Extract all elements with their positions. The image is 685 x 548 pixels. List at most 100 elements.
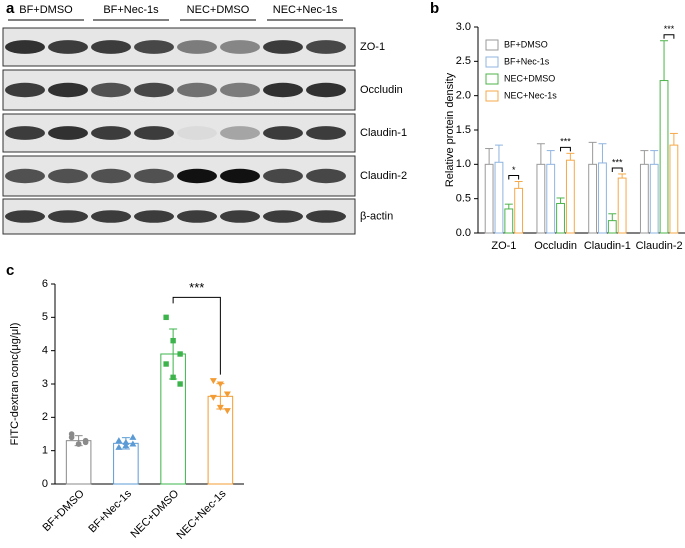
y-tick-label: 1 xyxy=(42,445,48,457)
legend-swatch xyxy=(485,90,499,102)
bar xyxy=(556,202,565,234)
point xyxy=(68,431,75,437)
x-tick-label: Occludin xyxy=(534,240,577,252)
blot-band xyxy=(134,82,174,98)
blot-band xyxy=(48,168,88,184)
legend-swatch xyxy=(485,39,499,51)
bar xyxy=(514,187,524,234)
x-tick-label: BF+DMSO xyxy=(40,487,87,534)
x-tick-label: BF+Nec-1s xyxy=(86,487,134,535)
legend-swatch xyxy=(485,73,499,85)
group-label: BF+DMSO xyxy=(19,4,73,16)
blot-band xyxy=(263,40,303,54)
point xyxy=(216,381,224,388)
y-axis-label: FITC-dextran conc(μg/μl) xyxy=(9,323,21,446)
legend-label: NEC+Nec-1s xyxy=(504,90,557,100)
blot-band xyxy=(220,126,260,140)
group-label: BF+Nec-1s xyxy=(103,4,159,16)
y-tick-label: 5 xyxy=(42,311,48,323)
blot-band xyxy=(5,168,45,184)
point xyxy=(115,437,123,444)
bar xyxy=(484,163,494,234)
point xyxy=(170,337,176,344)
blot-band xyxy=(48,126,88,140)
blot-band xyxy=(5,210,45,223)
y-tick-label: 3.0 xyxy=(456,21,471,33)
panel-label: a xyxy=(6,0,15,17)
y-tick-label: 2.0 xyxy=(456,90,471,102)
point xyxy=(177,381,183,387)
bar xyxy=(669,144,679,234)
blot-band xyxy=(134,210,174,223)
bar xyxy=(607,220,617,234)
blot-band xyxy=(306,40,346,54)
point xyxy=(122,442,130,449)
blot-band xyxy=(263,126,303,140)
row-label: Claudin-2 xyxy=(360,170,407,182)
blot-band xyxy=(5,82,45,98)
bar xyxy=(649,163,659,234)
point xyxy=(82,439,89,446)
bar xyxy=(504,208,514,234)
blot-band xyxy=(91,126,131,140)
point xyxy=(216,404,224,411)
significance-label: * xyxy=(512,165,516,175)
blot-band xyxy=(134,126,174,140)
blot-band xyxy=(263,82,303,98)
blot-band xyxy=(177,40,217,54)
point xyxy=(209,378,217,385)
point xyxy=(223,391,231,398)
blot-band xyxy=(48,210,88,223)
blot-band xyxy=(220,210,260,223)
blot-band xyxy=(91,210,131,223)
x-tick-label: Claudin-2 xyxy=(636,240,683,252)
blot-band xyxy=(306,210,346,223)
blot-band xyxy=(306,168,346,184)
bar xyxy=(588,163,598,234)
blot-band xyxy=(5,126,45,140)
y-tick-label: 6 xyxy=(42,278,48,290)
significance-label: *** xyxy=(560,137,571,147)
legend-label: NEC+DMSO xyxy=(504,73,555,83)
y-tick-label: 2 xyxy=(42,411,48,423)
point xyxy=(170,374,176,381)
panel-label: c xyxy=(6,262,14,279)
significance-label: *** xyxy=(664,24,675,34)
bar xyxy=(565,159,575,234)
y-tick-label: 0.0 xyxy=(456,227,471,239)
point xyxy=(129,440,137,447)
blot-band xyxy=(91,168,131,184)
blot-band xyxy=(177,82,217,98)
significance-label: *** xyxy=(189,280,204,295)
x-tick-label: NEC+Nec-1s xyxy=(174,487,228,541)
y-tick-label: 2.5 xyxy=(456,55,471,67)
bar xyxy=(617,177,627,234)
x-tick-label: NEC+DMSO xyxy=(129,487,182,540)
blot-band xyxy=(177,126,217,140)
x-tick-label: ZO-1 xyxy=(491,240,516,252)
bar xyxy=(494,161,504,234)
blot-band xyxy=(220,168,260,184)
significance-bracket xyxy=(611,167,623,172)
point xyxy=(75,441,82,447)
point xyxy=(122,438,130,445)
point xyxy=(163,361,169,367)
y-tick-label: 4 xyxy=(42,345,48,357)
y-tick-label: 0 xyxy=(42,478,48,490)
group-label: NEC+DMSO xyxy=(187,4,250,16)
y-tick-label: 1.0 xyxy=(456,158,471,170)
group-label: NEC+Nec-1s xyxy=(273,4,338,16)
point xyxy=(209,394,217,401)
y-tick-label: 1.5 xyxy=(456,124,471,136)
blot-band xyxy=(220,82,260,98)
blot-band xyxy=(263,210,303,223)
blot-band xyxy=(177,210,217,223)
significance-bracket xyxy=(663,34,675,39)
blot-band xyxy=(134,40,174,54)
blot-band xyxy=(5,40,45,54)
bar xyxy=(546,163,556,234)
blot-band xyxy=(48,40,88,54)
blot-band xyxy=(91,40,131,54)
y-axis-label: Relative protein density xyxy=(444,72,456,187)
